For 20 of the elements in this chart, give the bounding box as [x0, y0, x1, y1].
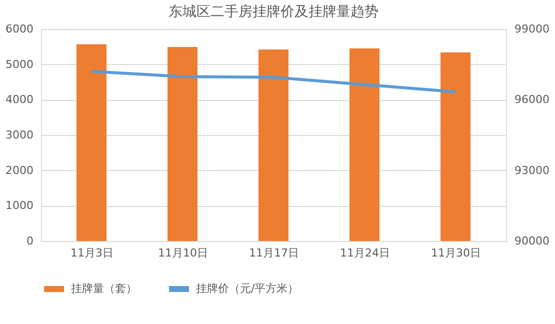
y2-tick-label: 90000 — [514, 234, 550, 248]
x-tick-label: 11月3日 — [70, 246, 114, 260]
y-tick-label: 2000 — [6, 164, 34, 177]
y-tick-label: 1000 — [6, 199, 34, 212]
legend-label: 挂牌量（套） — [71, 282, 137, 295]
y2-tick-label: 96000 — [514, 93, 550, 106]
y-tick-label: 4000 — [6, 93, 34, 106]
chart-title: 东城区二手房挂牌价及挂牌量趋势 — [168, 4, 378, 20]
line-series — [90, 70, 457, 94]
x-tick-label: 11月30日 — [431, 246, 481, 260]
y-tick-label: 6000 — [6, 22, 34, 36]
x-tick-label: 11月17日 — [249, 246, 299, 260]
x-tick-label: 11月10日 — [158, 246, 208, 260]
y2-tick-label: 93000 — [514, 164, 550, 177]
x-tick-label: 11月24日 — [340, 246, 390, 260]
legend-label: 挂牌价（元/平方米） — [196, 282, 299, 295]
y-tick-label: 0 — [26, 234, 34, 248]
y2-tick-label: 99000 — [514, 22, 550, 36]
y-tick-label: 5000 — [6, 58, 34, 71]
y-tick-label: 3000 — [6, 128, 34, 142]
